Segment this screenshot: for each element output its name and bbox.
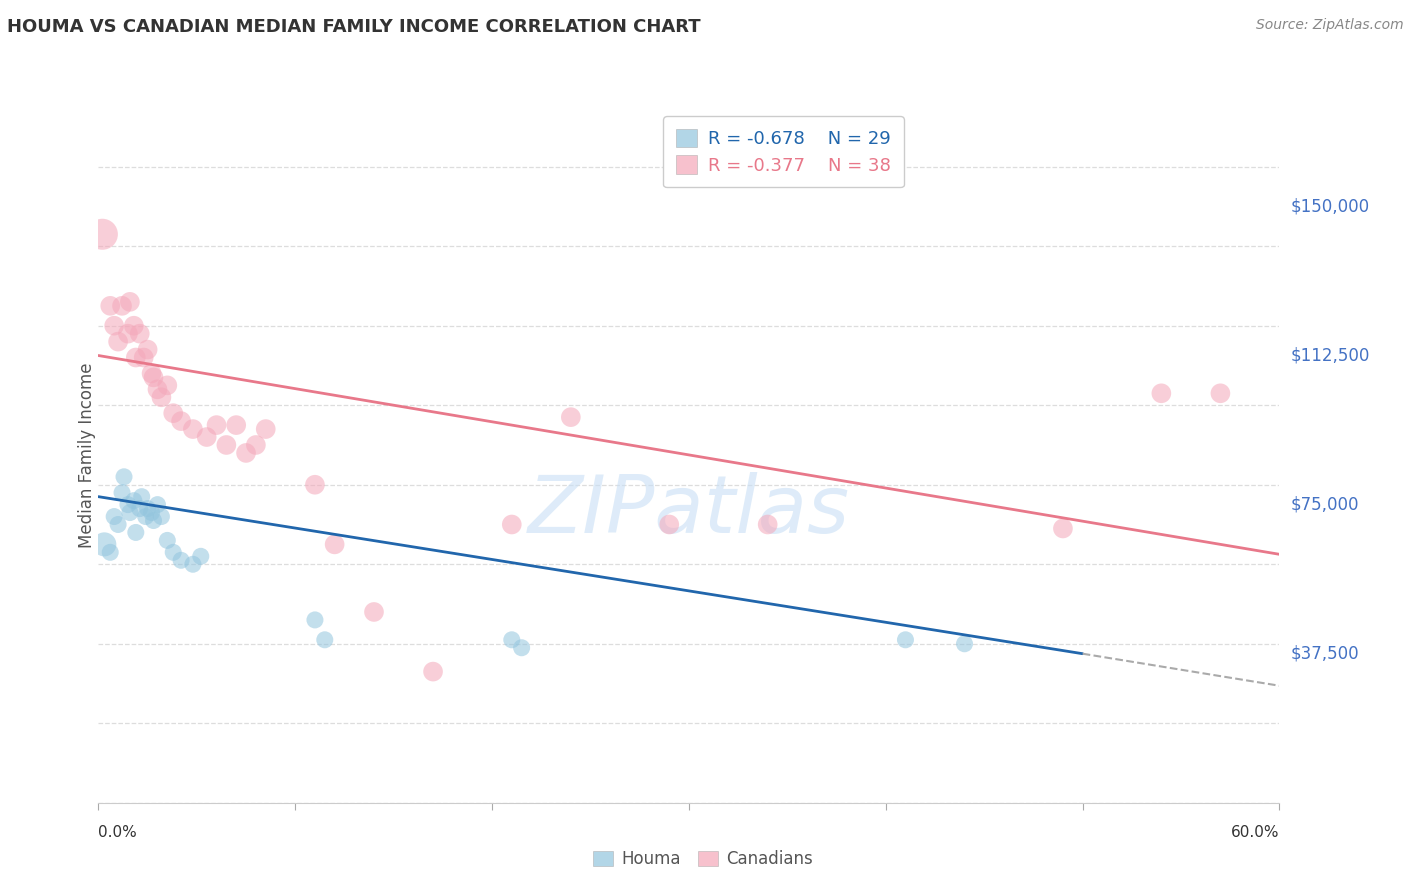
- Point: [98, 299, 121, 313]
- Point: [93, 537, 115, 551]
- Point: [894, 632, 917, 647]
- Point: [422, 665, 444, 679]
- Point: [117, 498, 139, 512]
- Point: [91, 227, 114, 242]
- Text: $75,000: $75,000: [1291, 496, 1360, 514]
- Point: [304, 613, 326, 627]
- Point: [190, 549, 212, 564]
- Point: [162, 545, 184, 559]
- Point: [150, 509, 173, 524]
- Point: [103, 318, 125, 333]
- Point: [107, 517, 129, 532]
- Point: [132, 351, 155, 365]
- Point: [117, 326, 139, 341]
- Text: $37,500: $37,500: [1291, 645, 1360, 663]
- Point: [107, 334, 129, 349]
- Point: [658, 517, 681, 532]
- Point: [128, 326, 150, 341]
- Point: [112, 470, 135, 484]
- Point: [136, 501, 159, 516]
- Point: [135, 509, 157, 524]
- Text: 60.0%: 60.0%: [1232, 825, 1279, 840]
- Point: [314, 632, 336, 647]
- Point: [146, 382, 169, 396]
- Point: [146, 498, 169, 512]
- Point: [162, 406, 184, 420]
- Point: [1209, 386, 1232, 401]
- Point: [125, 351, 148, 365]
- Point: [501, 632, 523, 647]
- Point: [111, 485, 134, 500]
- Point: [181, 558, 204, 572]
- Point: [501, 517, 523, 532]
- Point: [142, 370, 165, 384]
- Point: [235, 446, 257, 460]
- Point: [142, 514, 165, 528]
- Text: ZIPatlas: ZIPatlas: [527, 472, 851, 549]
- Point: [118, 294, 141, 309]
- Point: [125, 525, 148, 540]
- Point: [1052, 521, 1074, 535]
- Point: [170, 414, 193, 428]
- Point: [98, 545, 121, 559]
- Point: [1150, 386, 1173, 401]
- Point: [510, 640, 533, 655]
- Point: [205, 418, 228, 433]
- Point: [131, 490, 153, 504]
- Point: [225, 418, 247, 433]
- Text: $112,500: $112,500: [1291, 346, 1369, 365]
- Point: [156, 378, 179, 392]
- Point: [141, 367, 163, 381]
- Point: [122, 493, 145, 508]
- Text: HOUMA VS CANADIAN MEDIAN FAMILY INCOME CORRELATION CHART: HOUMA VS CANADIAN MEDIAN FAMILY INCOME C…: [7, 18, 700, 36]
- Point: [128, 501, 150, 516]
- Y-axis label: Median Family Income: Median Family Income: [79, 362, 96, 548]
- Point: [122, 318, 145, 333]
- Point: [323, 537, 346, 551]
- Point: [136, 343, 159, 357]
- Point: [953, 637, 976, 651]
- Text: $150,000: $150,000: [1291, 197, 1369, 216]
- Text: Source: ZipAtlas.com: Source: ZipAtlas.com: [1256, 18, 1403, 32]
- Point: [363, 605, 385, 619]
- Point: [756, 517, 779, 532]
- Point: [111, 299, 134, 313]
- Point: [118, 506, 141, 520]
- Point: [156, 533, 179, 548]
- Point: [560, 410, 582, 425]
- Point: [195, 430, 218, 444]
- Text: 0.0%: 0.0%: [98, 825, 138, 840]
- Point: [215, 438, 238, 452]
- Point: [181, 422, 204, 436]
- Legend: R = -0.678    N = 29, R = -0.377    N = 38: R = -0.678 N = 29, R = -0.377 N = 38: [664, 116, 904, 187]
- Point: [141, 506, 163, 520]
- Point: [170, 553, 193, 567]
- Point: [245, 438, 267, 452]
- Point: [150, 390, 173, 404]
- Point: [103, 509, 125, 524]
- Point: [304, 477, 326, 491]
- Point: [254, 422, 277, 436]
- Legend: Houma, Canadians: Houma, Canadians: [586, 844, 820, 875]
